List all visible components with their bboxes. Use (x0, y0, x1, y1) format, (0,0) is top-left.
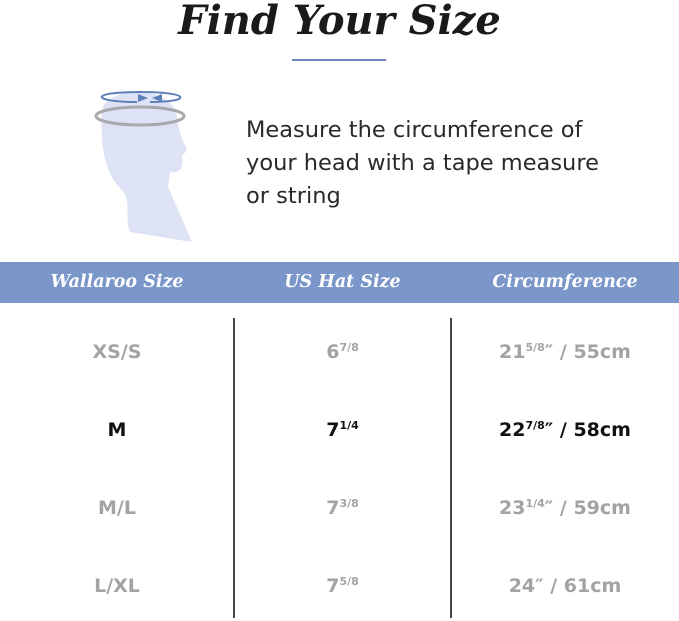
circ-fraction: 5/8 (525, 341, 545, 354)
circ-rest: ″ / 59cm (544, 497, 631, 519)
circ-whole: 22 (499, 419, 526, 441)
wallaroo-size: XS/S (92, 341, 142, 363)
circ-fraction: 1/4 (525, 497, 545, 510)
hat-whole: 7 (326, 497, 340, 519)
head-measure-icon (94, 90, 192, 242)
header-circumference: Circumference (492, 272, 638, 292)
circumference: 231/4″ / 59cm (451, 497, 679, 519)
us-hat-size: 71/4 (234, 419, 451, 441)
circ-rest: ″ / 58cm (544, 419, 631, 441)
hat-whole: 7 (326, 575, 340, 597)
hat-fraction: 7/8 (339, 341, 359, 354)
circ-rest: ″ / 61cm (535, 575, 622, 597)
header-wallaroo-size: Wallaroo Size (50, 272, 184, 292)
circ-whole: 21 (499, 341, 526, 363)
wallaroo-size: L/XL (94, 575, 140, 597)
column-divider (450, 318, 452, 618)
hat-whole: 6 (326, 341, 340, 363)
circ-fraction: 7/8 (525, 419, 545, 432)
circumference: 215/8″ / 55cm (451, 341, 679, 363)
us-hat-size: 67/8 (234, 341, 451, 363)
table-row: M 71/4 227/8″ / 58cm (0, 410, 679, 450)
us-hat-size: 75/8 (234, 575, 451, 597)
circumference: 227/8″ / 58cm (451, 419, 679, 441)
us-hat-size: 73/8 (234, 497, 451, 519)
circ-rest: ″ / 55cm (544, 341, 631, 363)
instruction-text: Measure the circumference of your head w… (246, 117, 599, 209)
column-divider (233, 318, 235, 618)
page-title: Find Your Size (178, 0, 501, 44)
hat-fraction: 1/4 (339, 419, 359, 432)
circ-whole: 24 (508, 575, 536, 597)
wallaroo-size: M/L (98, 497, 136, 519)
title-underline (292, 59, 386, 61)
hat-fraction: 3/8 (339, 497, 359, 510)
wallaroo-size: M (107, 419, 127, 441)
circ-whole: 23 (499, 497, 526, 519)
header-us-hat-size: US Hat Size (284, 272, 401, 292)
table-row: M/L 73/8 231/4″ / 59cm (0, 488, 679, 528)
hat-fraction: 5/8 (339, 575, 359, 588)
hat-whole: 7 (326, 419, 340, 441)
table-header: Wallaroo Size US Hat Size Circumference (0, 262, 679, 303)
table-row: L/XL 75/8 24″ / 61cm (0, 566, 679, 606)
table-row: XS/S 67/8 215/8″ / 55cm (0, 332, 679, 372)
circumference: 24″ / 61cm (451, 575, 679, 597)
